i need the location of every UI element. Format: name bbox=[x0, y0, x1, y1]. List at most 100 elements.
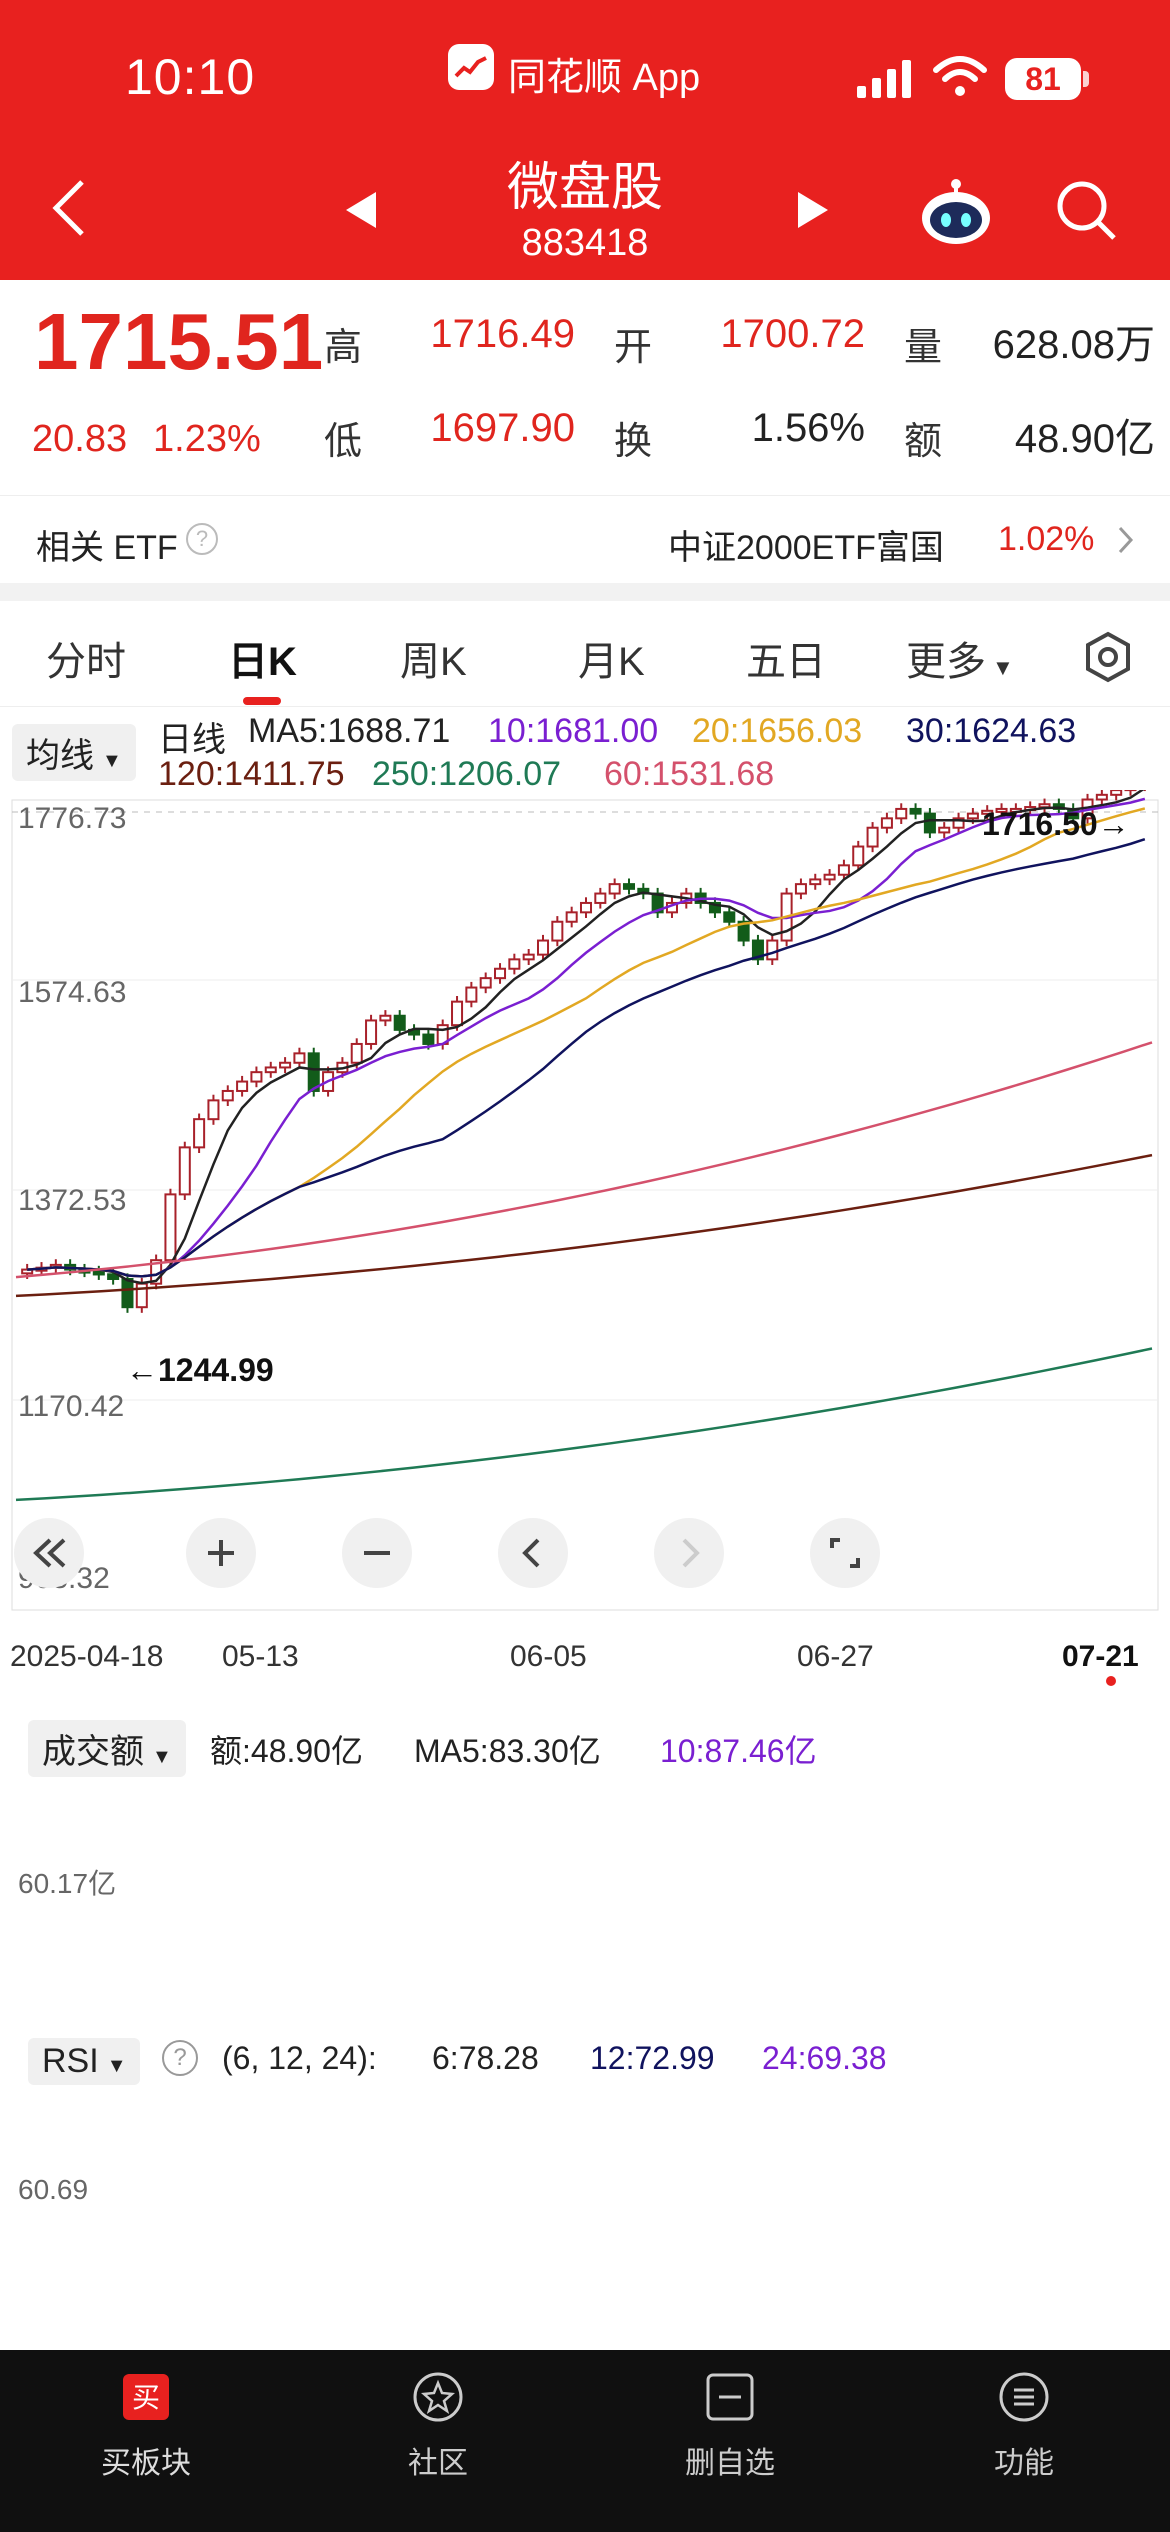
scroll-left-button[interactable] bbox=[498, 1518, 568, 1588]
zoom-in-button[interactable] bbox=[186, 1518, 256, 1588]
tab-functions[interactable]: 功能 bbox=[924, 2370, 1124, 2482]
tab-intraday[interactable]: 分时 bbox=[46, 640, 126, 684]
ma10-line bbox=[27, 797, 1146, 1278]
candle bbox=[708, 901, 721, 914]
low-label: 低 bbox=[324, 421, 363, 463]
remove-watchlist-icon bbox=[706, 2373, 754, 2421]
kline-chart[interactable] bbox=[0, 790, 1170, 1620]
double-chevron-left-icon bbox=[33, 1538, 66, 1568]
ma-dropdown-label: 均线 bbox=[26, 737, 94, 775]
candle bbox=[536, 939, 550, 956]
ma-dropdown[interactable]: 均线 ▼ bbox=[12, 724, 136, 781]
collapse-left-button[interactable] bbox=[14, 1518, 84, 1588]
header: 10:10 同花顺 App 81 微盘股 883418 bbox=[0, 0, 1170, 280]
candle bbox=[723, 911, 736, 923]
y-axis-label-2: 1574.63 bbox=[18, 976, 127, 1009]
x-axis-date-2: 05-13 bbox=[222, 1640, 299, 1673]
back-icon[interactable] bbox=[50, 178, 86, 238]
candle bbox=[451, 1000, 464, 1027]
tab-functions-label: 功能 bbox=[994, 2447, 1054, 2480]
signal-icon bbox=[857, 60, 911, 98]
settings-icon[interactable] bbox=[1082, 631, 1134, 683]
candle bbox=[379, 1014, 392, 1022]
help-icon[interactable]: ? bbox=[186, 523, 218, 555]
x-axis-date-4: 06-27 bbox=[797, 1640, 874, 1673]
legend-ma20: 20:1656.03 bbox=[692, 712, 863, 750]
chevron-left-icon bbox=[522, 1538, 540, 1568]
tab-community-label: 社区 bbox=[408, 2447, 468, 2480]
legend-ma250: 250:1206.07 bbox=[372, 755, 562, 793]
tab-community[interactable]: 社区 bbox=[338, 2370, 538, 2482]
tab-remove-watchlist-label: 删自选 bbox=[685, 2447, 775, 2480]
candle bbox=[250, 1071, 263, 1083]
high-label: 高 bbox=[324, 327, 363, 369]
battery-level: 81 bbox=[1005, 58, 1081, 100]
svg-text:买: 买 bbox=[132, 2381, 160, 2414]
caret-down-icon: ▼ bbox=[106, 2055, 127, 2077]
zoom-out-button[interactable] bbox=[342, 1518, 412, 1588]
candle bbox=[923, 812, 936, 834]
related-etf-row[interactable]: 相关 ETF ? 中证2000ETF富国 1.02% bbox=[0, 495, 1170, 581]
tab-remove-watchlist[interactable]: 删自选 bbox=[630, 2370, 830, 2482]
y-axis-label-3: 1372.53 bbox=[18, 1184, 127, 1217]
price-change: 20.83 bbox=[32, 418, 128, 460]
page-title: 微盘股 bbox=[506, 159, 663, 217]
period-tabs: 分时 日K 周K 月K 五日 更多 ▼ bbox=[0, 601, 1170, 707]
prev-stock-icon[interactable] bbox=[344, 190, 378, 230]
candle bbox=[938, 826, 951, 834]
search-icon[interactable] bbox=[1054, 178, 1118, 242]
legend-ma60: 60:1531.68 bbox=[604, 755, 775, 793]
next-stock-icon[interactable] bbox=[796, 190, 830, 230]
active-tab-indicator bbox=[243, 697, 281, 705]
rsi-24: 24:69.38 bbox=[762, 2040, 887, 2076]
tab-more[interactable]: 更多 ▼ bbox=[906, 629, 1014, 687]
status-time: 10:10 bbox=[125, 49, 256, 105]
turnover-label: 换 bbox=[614, 421, 653, 463]
legend-period: 日线 bbox=[158, 721, 226, 759]
tab-more-label: 更多 bbox=[906, 640, 986, 684]
rsi-6: 6:78.28 bbox=[432, 2040, 539, 2076]
last-price: 1715.51 bbox=[34, 297, 324, 386]
robot-assistant-icon[interactable] bbox=[918, 176, 994, 246]
volume-value: 628.08万 bbox=[992, 323, 1155, 367]
candle bbox=[981, 809, 994, 815]
rsi-axis-label: 60.69 bbox=[18, 2174, 89, 2205]
rsi-help-icon[interactable]: ? bbox=[162, 2040, 198, 2076]
fullscreen-button[interactable] bbox=[810, 1518, 880, 1588]
amount-value: 48.90亿 bbox=[1014, 417, 1155, 461]
candle bbox=[608, 883, 621, 895]
quote-panel: 1715.51 20.83 1.23% 高 1716.49 开 1700.72 … bbox=[0, 280, 1170, 490]
candle bbox=[1095, 793, 1108, 801]
scroll-right-button[interactable] bbox=[654, 1518, 724, 1588]
candle bbox=[365, 1019, 378, 1045]
low-marker: ←1244.99 bbox=[126, 1352, 274, 1388]
tab-daily-k[interactable]: 日K bbox=[228, 640, 297, 684]
rsi-12: 12:72.99 bbox=[590, 2040, 715, 2076]
volume-dropdown[interactable]: 成交额 ▼ bbox=[28, 1720, 186, 1777]
amount-label: 额 bbox=[904, 421, 943, 463]
candle bbox=[508, 958, 521, 970]
ma250-line bbox=[15, 1347, 1153, 1502]
candle bbox=[551, 920, 564, 942]
buy-icon: 买 bbox=[123, 2374, 169, 2420]
candle bbox=[350, 1042, 363, 1064]
stock-code: 883418 bbox=[521, 222, 649, 264]
candle bbox=[107, 1273, 120, 1280]
rsi-dropdown-label: RSI bbox=[42, 2042, 99, 2080]
candle bbox=[236, 1080, 249, 1092]
rsi-dropdown[interactable]: RSI ▼ bbox=[28, 2038, 141, 2085]
candle bbox=[823, 873, 836, 881]
wifi-icon bbox=[933, 56, 987, 96]
plus-icon bbox=[208, 1540, 234, 1566]
candle bbox=[895, 807, 908, 820]
tab-buy-sector[interactable]: 买 买板块 bbox=[46, 2370, 246, 2482]
high-marker: 1716.50→ bbox=[982, 806, 1130, 842]
volume-label: 量 bbox=[904, 327, 943, 369]
tab-five-day[interactable]: 五日 bbox=[746, 640, 826, 684]
tab-weekly-k[interactable]: 周K bbox=[400, 640, 467, 684]
candle bbox=[207, 1099, 220, 1121]
rsi-params: (6, 12, 24): bbox=[222, 2040, 377, 2076]
y-axis-label-4: 1170.42 bbox=[18, 1390, 125, 1423]
tab-monthly-k[interactable]: 月K bbox=[578, 640, 645, 684]
candle bbox=[866, 826, 879, 848]
